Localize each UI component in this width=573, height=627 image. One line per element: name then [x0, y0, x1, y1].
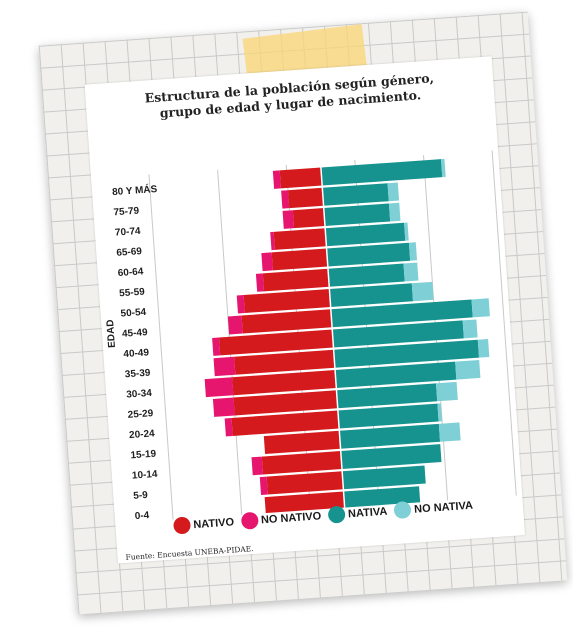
y-axis-label: EDAD — [105, 319, 118, 348]
bar-nativo-40-49 — [218, 329, 334, 356]
y-tick-label-10-14: 10-14 — [132, 469, 159, 482]
bar-nativo-55-59 — [262, 268, 330, 292]
legend-item-nativo: NATIVO — [172, 513, 235, 535]
bar-nativa-60-64 — [326, 242, 411, 267]
legend-label-nativa: NATIVA — [347, 505, 388, 520]
bar-no-nativa-60-64 — [408, 242, 418, 261]
legend-swatch-nativa — [327, 505, 346, 524]
bar-no-nativo-70-74 — [282, 210, 295, 229]
bar-no-nativo-55-59 — [255, 273, 265, 292]
bar-no-nativa-50-54 — [411, 281, 434, 302]
bar-nativa-50-54 — [329, 283, 414, 308]
bar-nativo-15-19 — [263, 430, 341, 455]
bar-nativo-30-34 — [232, 370, 337, 396]
legend-label-no-nativo: NO NATIVO — [260, 509, 322, 526]
gridline-5 — [491, 150, 517, 499]
bar-nativa-65-69 — [325, 222, 406, 247]
bar-nativo-80-y-mas — [279, 167, 323, 189]
grid-paper-background: Estructura de la población según género,… — [38, 11, 568, 615]
bar-no-nativa-25-29 — [435, 381, 458, 402]
x-tick-label-5: 5 — [514, 507, 521, 518]
chart-card: Estructura de la población según género,… — [84, 56, 526, 564]
legend-label-nativo: NATIVO — [192, 515, 235, 531]
bar-nativa-30-34 — [335, 361, 457, 389]
bar-no-nativa-45-49 — [471, 298, 490, 318]
y-tick-label-70-74: 70-74 — [115, 226, 142, 239]
bar-no-nativa-75-79 — [387, 182, 400, 202]
bar-no-nativa-80-y-mas — [441, 158, 446, 178]
y-tick-label-75-79: 75-79 — [113, 206, 140, 219]
bar-nativa-70-74 — [323, 203, 391, 227]
bar-nativa-55-59 — [327, 263, 405, 287]
y-tick-label-0-4: 0-4 — [134, 510, 150, 522]
bar-nativo-5-9 — [266, 471, 344, 495]
bar-no-nativo-50-54 — [236, 295, 245, 314]
y-tick-label-20-24: 20-24 — [129, 428, 156, 441]
bar-nativo-25-29 — [233, 390, 338, 416]
bar-no-nativa-40-49 — [462, 319, 478, 339]
bar-no-nativo-60-64 — [261, 252, 273, 272]
bar-no-nativo-20-24 — [224, 417, 233, 437]
legend-swatch-nativo — [172, 516, 191, 535]
gridline-0 — [148, 174, 174, 523]
source-note: Fuente: Encuesta UNEBA-PIDAE. — [125, 544, 254, 562]
bar-no-nativa-70-74 — [388, 202, 401, 222]
y-tick-label-40-49: 40-49 — [123, 347, 150, 360]
bar-nativa-40-49 — [332, 320, 464, 348]
bar-no-nativa-15-19 — [438, 422, 461, 442]
bar-nativa-25-29 — [336, 383, 438, 409]
bar-no-nativo-80-y-mas — [272, 170, 281, 189]
bar-nativa-75-79 — [322, 183, 389, 206]
bar-no-nativo-40-49 — [212, 337, 221, 356]
y-tick-label-5-9: 5-9 — [133, 490, 149, 502]
bar-no-nativa-65-69 — [404, 222, 409, 241]
bar-nativo-45-49 — [241, 309, 333, 334]
bar-no-nativo-30-34 — [204, 377, 234, 398]
legend-swatch-no-nativo — [240, 511, 259, 530]
bar-nativa-20-24 — [337, 403, 439, 429]
bar-nativo-35-39 — [234, 349, 335, 375]
y-tick-label-15-19: 15-19 — [130, 449, 157, 462]
y-tick-label-45-49: 45-49 — [122, 327, 149, 340]
bar-nativo-10-14 — [261, 451, 342, 475]
y-tick-label-55-59: 55-59 — [119, 287, 146, 300]
y-tick-label-50-54: 50-54 — [120, 307, 147, 320]
y-tick-label-30-34: 30-34 — [126, 388, 153, 401]
legend-item-nativa: NATIVA — [327, 503, 388, 524]
bar-no-nativa-35-39 — [477, 339, 490, 358]
bar-nativa-35-39 — [333, 339, 480, 368]
legend-label-no-nativa: NO NATIVA — [413, 499, 474, 516]
y-tick-label-60-64: 60-64 — [117, 266, 144, 279]
bar-no-nativo-25-29 — [212, 397, 235, 417]
bar-no-nativo-10-14 — [251, 456, 264, 476]
bar-no-nativo-45-49 — [227, 315, 243, 335]
population-pyramid-chart: 80 Y MÁS 75-79 70-74 65-69 60-64 55-59 50-54 45… — [105, 150, 521, 524]
bar-nativa-80-y-mas — [320, 159, 443, 186]
bar-nativa-5-9 — [342, 465, 426, 490]
bar-nativo-50-54 — [243, 289, 331, 314]
bar-no-nativo-35-39 — [213, 356, 236, 377]
bar-nativa-45-49 — [330, 299, 473, 328]
y-tick-label-35-39: 35-39 — [125, 368, 152, 381]
bar-nativa-15-19 — [339, 423, 441, 449]
y-tick-label-80-y-mas: 80 Y MÁS — [112, 182, 158, 198]
legend-swatch-no-nativa — [393, 500, 412, 520]
bar-no-nativa-55-59 — [403, 262, 419, 282]
zero-divider — [319, 162, 346, 511]
bar-no-nativa-20-24 — [437, 403, 443, 422]
bar-nativo-70-74 — [292, 208, 325, 229]
bar-no-nativo-65-69 — [270, 231, 275, 251]
bar-no-nativo-75-79 — [281, 190, 290, 209]
bar-nativa-10-14 — [340, 444, 442, 470]
bar-nativo-65-69 — [273, 228, 327, 250]
bar-no-nativa-30-34 — [455, 359, 481, 380]
bar-nativo-75-79 — [287, 187, 324, 209]
bar-nativo-20-24 — [231, 410, 340, 436]
bar-nativo-60-64 — [271, 248, 328, 271]
y-tick-label-65-69: 65-69 — [116, 246, 143, 259]
y-tick-label-25-29: 25-29 — [127, 408, 154, 421]
bar-no-nativo-5-9 — [259, 476, 268, 496]
